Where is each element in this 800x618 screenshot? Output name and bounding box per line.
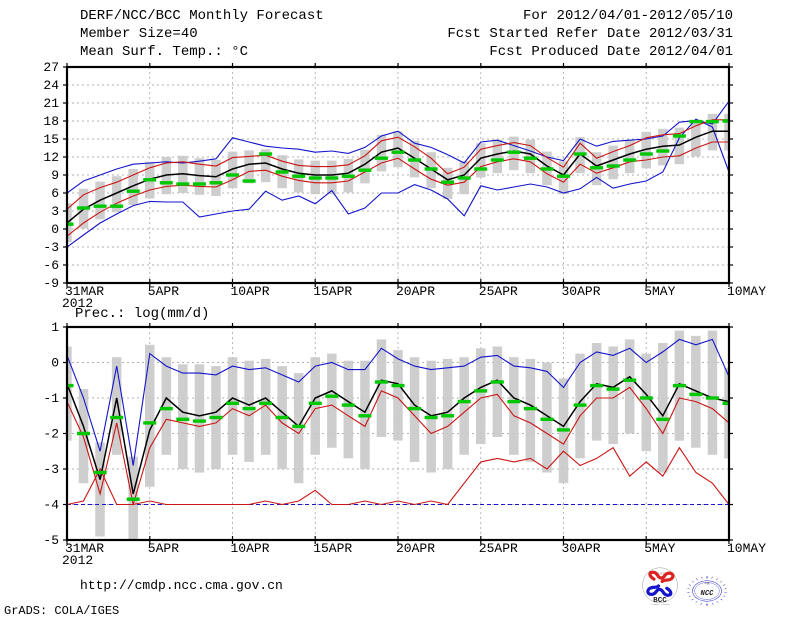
svg-text:-1: -1 bbox=[43, 391, 59, 406]
svg-text:10APR: 10APR bbox=[231, 541, 270, 556]
svg-text:Prec.: log(mm/d): Prec.: log(mm/d) bbox=[75, 306, 209, 322]
svg-text:15: 15 bbox=[43, 132, 59, 147]
svg-text:27: 27 bbox=[43, 60, 59, 75]
svg-text:18: 18 bbox=[43, 114, 59, 129]
svg-text:2012: 2012 bbox=[62, 553, 93, 568]
svg-text:5APR: 5APR bbox=[148, 284, 179, 299]
svg-text:20APR: 20APR bbox=[396, 284, 435, 299]
svg-text:5MAY: 5MAY bbox=[644, 284, 675, 299]
svg-text:20APR: 20APR bbox=[396, 541, 435, 556]
svg-text:-2: -2 bbox=[43, 427, 59, 442]
svg-text:5MAY: 5MAY bbox=[644, 541, 675, 556]
svg-text:25APR: 25APR bbox=[479, 541, 518, 556]
svg-text:CLIMATE CENTER: CLIMATE CENTER bbox=[650, 604, 670, 605]
svg-text:15APR: 15APR bbox=[313, 541, 352, 556]
svg-text:-6: -6 bbox=[43, 258, 59, 273]
svg-text:0: 0 bbox=[51, 222, 59, 237]
svg-text:6: 6 bbox=[51, 186, 59, 201]
svg-text:21: 21 bbox=[43, 96, 59, 111]
svg-text:24: 24 bbox=[43, 78, 59, 93]
svg-text:12: 12 bbox=[43, 150, 59, 165]
svg-text:10APR: 10APR bbox=[231, 284, 270, 299]
svg-text:-3: -3 bbox=[43, 462, 59, 477]
svg-text:-4: -4 bbox=[43, 498, 59, 513]
svg-text:NCC: NCC bbox=[701, 590, 715, 598]
svg-text:3: 3 bbox=[51, 204, 59, 219]
svg-text:30APR: 30APR bbox=[562, 541, 601, 556]
svg-text:25APR: 25APR bbox=[479, 284, 518, 299]
svg-text:5APR: 5APR bbox=[148, 541, 179, 556]
svg-text:30APR: 30APR bbox=[562, 284, 601, 299]
svg-text:-5: -5 bbox=[43, 533, 59, 548]
svg-text:15APR: 15APR bbox=[313, 284, 352, 299]
svg-text:BCC: BCC bbox=[653, 597, 667, 605]
svg-text:中国: 中国 bbox=[705, 581, 710, 585]
svg-text:9: 9 bbox=[51, 168, 59, 183]
svg-text:1: 1 bbox=[51, 320, 59, 335]
svg-text:0: 0 bbox=[51, 356, 59, 371]
svg-text:10MAY: 10MAY bbox=[727, 284, 766, 299]
svg-text:10MAY: 10MAY bbox=[727, 541, 766, 556]
svg-text:-3: -3 bbox=[43, 240, 59, 255]
svg-text:-9: -9 bbox=[43, 276, 59, 291]
